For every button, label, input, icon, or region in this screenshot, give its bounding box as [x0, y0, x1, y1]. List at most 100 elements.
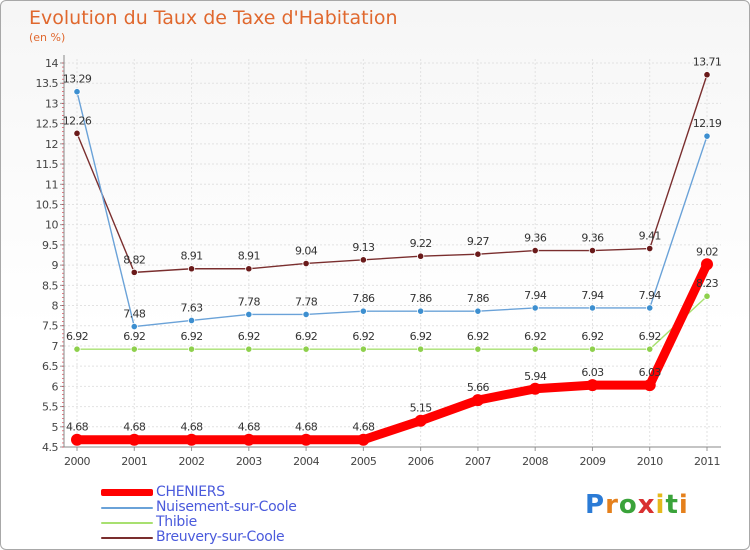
data-label: 9.36 — [524, 232, 547, 245]
x-tick-label: 2004 — [293, 455, 319, 468]
data-point — [586, 379, 599, 392]
series-line — [76, 74, 708, 274]
legend-swatch-nuisement-sur-coole — [101, 507, 153, 509]
data-label: 6.92 — [352, 330, 374, 343]
data-label: 4.68 — [238, 421, 261, 434]
data-point — [245, 265, 253, 273]
data-point — [245, 310, 253, 319]
logo-letter: o — [618, 490, 638, 520]
data-label: 9.27 — [467, 235, 490, 248]
data-label: 5.66 — [467, 381, 490, 394]
data-label: 7.78 — [238, 295, 261, 308]
data-point — [531, 246, 539, 255]
logo-letter: t — [665, 490, 679, 520]
data-label: 6.03 — [581, 366, 604, 379]
data-point — [357, 433, 370, 446]
data-point — [300, 433, 313, 446]
data-point — [588, 345, 597, 353]
x-tick-label: 2000 — [64, 455, 90, 468]
y-tick-label: 6.5 — [42, 360, 58, 373]
data-label: 13.29 — [63, 73, 92, 86]
y-tick-label: 13 — [45, 97, 58, 110]
data-label: 9.22 — [410, 237, 432, 250]
data-label: 6.92 — [581, 330, 603, 343]
chart-subtitle: (en %) — [29, 31, 66, 44]
data-point — [302, 345, 310, 353]
data-label: 9.36 — [581, 232, 604, 245]
legend-label: CHENIERS — [156, 484, 225, 500]
x-tick-label: 2011 — [694, 455, 720, 468]
data-point — [646, 345, 654, 353]
series-nuisement-sur-coole — [73, 88, 711, 331]
data-label: 4.68 — [123, 421, 146, 434]
legend-swatch-cheniers — [101, 489, 153, 496]
legend-item-cheniers[interactable]: CHENIERS — [101, 485, 401, 500]
y-tick-label: 11 — [45, 178, 58, 191]
data-point — [130, 345, 138, 353]
y-tick-label: 7.5 — [42, 320, 58, 333]
x-tick-label: 2009 — [579, 455, 605, 468]
data-label: 6.92 — [639, 330, 661, 343]
x-tick-label: 2008 — [522, 455, 548, 468]
y-tick-label: 11.5 — [36, 158, 59, 171]
data-label: 8.23 — [696, 277, 719, 290]
data-label: 9.41 — [639, 230, 661, 243]
data-point — [646, 244, 654, 253]
x-tick-label: 2002 — [179, 455, 205, 468]
logo-letter: x — [637, 490, 656, 520]
legend-swatch-breuvery-sur-coole — [101, 537, 153, 539]
data-label: 13.71 — [693, 56, 722, 69]
y-tick-label: 13.5 — [36, 77, 59, 90]
data-label: 12.26 — [63, 114, 92, 127]
x-tick-label: 2006 — [408, 455, 434, 468]
data-point — [531, 304, 539, 312]
legend-label: Nuisement-sur-Coole — [156, 499, 297, 515]
legend-item-nuisement-sur-coole[interactable]: Nuisement-sur-Coole — [101, 500, 401, 515]
data-point — [588, 304, 597, 312]
data-point — [701, 258, 713, 271]
data-point — [471, 394, 484, 407]
data-point — [302, 259, 310, 268]
data-point — [130, 322, 138, 331]
data-label: 9.04 — [295, 244, 318, 257]
data-label: 8.91 — [238, 250, 260, 263]
data-label: 12.19 — [693, 117, 722, 130]
y-tick-label: 10.5 — [36, 198, 59, 211]
data-point — [359, 256, 367, 264]
data-point — [73, 129, 81, 137]
chart-title: Evolution du Taux de Taxe d'Habitation — [29, 7, 398, 29]
legend-label: Thibie — [156, 514, 197, 530]
data-label: 6.03 — [639, 366, 662, 379]
data-point — [359, 307, 367, 315]
data-point — [529, 382, 542, 395]
data-point — [130, 268, 138, 276]
logo-letter: P — [585, 490, 606, 520]
data-label: 4.68 — [66, 421, 89, 434]
y-tick-label: 5 — [52, 421, 59, 434]
x-tick-label: 2007 — [465, 455, 491, 468]
legend-item-breuvery-sur-coole[interactable]: Breuvery-sur-Coole — [101, 530, 401, 545]
y-tick-label: 7 — [52, 340, 59, 353]
data-point — [71, 433, 83, 446]
series-breuvery-sur-coole — [73, 71, 711, 276]
data-label: 5.15 — [410, 402, 433, 415]
data-label: 7.94 — [581, 289, 604, 302]
series-cheniers — [71, 258, 713, 446]
series-thibie — [73, 292, 711, 353]
series-line — [76, 90, 708, 328]
data-point — [417, 307, 425, 315]
data-point — [474, 345, 482, 353]
y-tick-label: 8.5 — [42, 279, 58, 292]
legend-item-thibie[interactable]: Thibie — [101, 515, 401, 530]
data-label: 7.78 — [295, 295, 318, 308]
y-tick-label: 8 — [52, 300, 59, 313]
data-label: 7.94 — [524, 289, 547, 302]
y-tick-label: 9 — [52, 259, 59, 272]
legend: CHENIERS Nuisement-sur-Coole Thibie Breu… — [101, 485, 401, 545]
data-label: 6.92 — [180, 330, 202, 343]
data-point — [588, 246, 597, 255]
data-label: 7.86 — [352, 292, 375, 305]
data-point — [417, 252, 425, 260]
